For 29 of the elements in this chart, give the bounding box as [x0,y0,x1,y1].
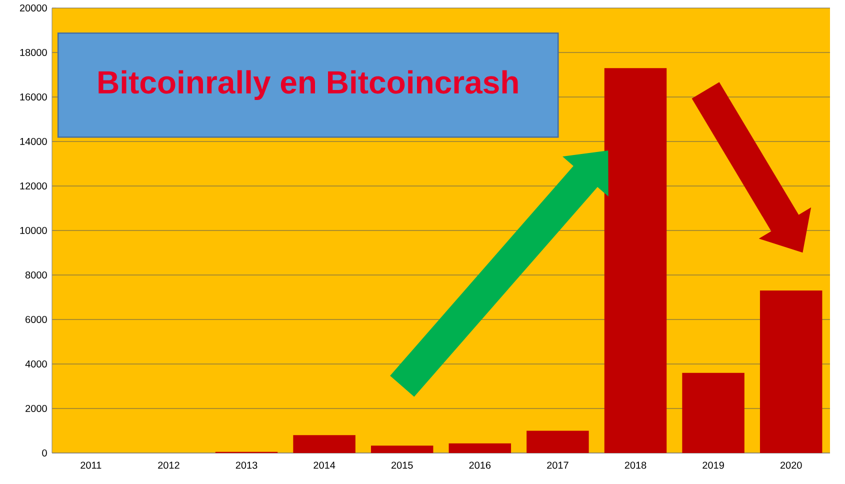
x-tick-label: 2012 [158,462,180,469]
x-tick-label: 2013 [236,462,258,469]
x-tick-label: 2015 [391,462,413,469]
bar [448,443,512,453]
y-tick-label: 14000 [20,138,47,146]
x-tick-label: 2014 [314,462,336,469]
x-tick-label: 2020 [780,462,802,469]
x-tick-label: 2018 [624,462,646,469]
bar [370,446,434,453]
y-tick-label: 2000 [26,404,47,412]
bar [293,435,356,453]
y-tick-label: 0 [42,449,47,457]
bar [604,68,667,453]
bar [682,372,744,453]
x-tick-label: 2019 [702,462,724,469]
y-tick-label: 6000 [26,316,47,324]
y-tick-label: 20000 [20,4,47,12]
y-tick-label: 10000 [20,226,47,234]
y-tick-label: 8000 [25,271,47,279]
x-tick-label: 2017 [547,462,568,469]
y-tick-label: 16000 [20,93,47,101]
y-tick-label: 12000 [20,182,47,190]
bar [526,430,589,453]
y-tick-label: 18000 [20,48,47,56]
x-tick-label: 2016 [469,462,491,469]
bar [760,290,822,453]
x-tick-label: 2011 [80,462,102,469]
y-tick-label: 4000 [25,360,47,368]
text: Bitcoinrally en Bitcoincrash [98,70,518,100]
